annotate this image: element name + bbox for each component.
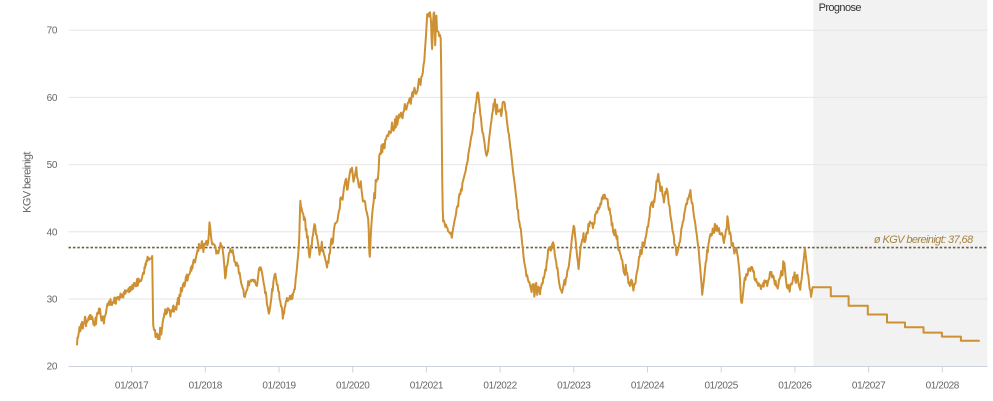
svg-text:01/2017: 01/2017 — [115, 381, 149, 392]
svg-text:50: 50 — [47, 160, 58, 171]
svg-text:01/2019: 01/2019 — [262, 381, 296, 392]
svg-text:01/2028: 01/2028 — [926, 381, 960, 392]
svg-text:40: 40 — [47, 227, 58, 238]
svg-text:70: 70 — [47, 26, 58, 37]
svg-text:01/2027: 01/2027 — [852, 381, 886, 392]
svg-text:20: 20 — [47, 362, 58, 373]
svg-text:Prognose: Prognose — [819, 2, 862, 14]
svg-text:01/2024: 01/2024 — [631, 381, 665, 392]
svg-text:01/2025: 01/2025 — [705, 381, 739, 392]
svg-text:30: 30 — [47, 295, 58, 306]
svg-text:60: 60 — [47, 93, 58, 104]
svg-text:ø KGV bereinigt: 37,68: ø KGV bereinigt: 37,68 — [874, 234, 974, 246]
svg-text:01/2023: 01/2023 — [557, 381, 591, 392]
svg-text:01/2021: 01/2021 — [410, 381, 444, 392]
svg-text:01/2022: 01/2022 — [483, 381, 517, 392]
svg-text:01/2020: 01/2020 — [336, 381, 370, 392]
svg-text:01/2018: 01/2018 — [189, 381, 223, 392]
svg-text:KGV bereinigt: KGV bereinigt — [22, 152, 34, 213]
svg-text:01/2026: 01/2026 — [778, 381, 812, 392]
